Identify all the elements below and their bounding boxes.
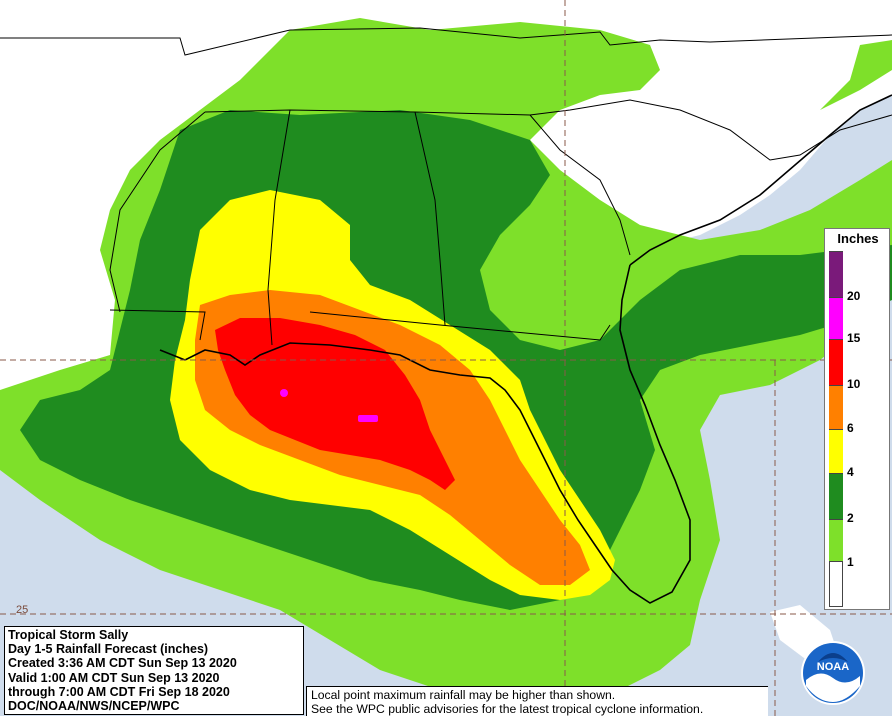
rain-15-inch (280, 389, 378, 422)
disclaimer-note: Local point maximum rainfall may be high… (306, 686, 768, 716)
legend-label-4: 4 (847, 465, 854, 479)
legend-label-15: 15 (847, 331, 861, 345)
rain-10-inch (215, 318, 455, 490)
legend-swatch-1 (829, 561, 843, 607)
latitude-label: 25 (16, 604, 29, 616)
legend-swatch-4 (829, 473, 843, 519)
legend-title: Inches (837, 231, 879, 246)
valid-start: Valid 1:00 AM CDT Sun Sep 13 2020 (8, 670, 220, 685)
created-time: Created 3:36 AM CDT Sun Sep 13 2020 (8, 656, 237, 671)
legend-swatch-20plus (829, 251, 843, 297)
legend-label-10: 10 (847, 377, 861, 391)
legend-label-2: 2 (847, 511, 854, 525)
note-line-1: Local point maximum rainfall may be high… (311, 688, 616, 702)
legend-label-6: 6 (847, 421, 854, 435)
noaa-logo-icon: NOAA (801, 641, 865, 705)
legend-label-1: 1 (847, 555, 854, 569)
valid-end: through 7:00 AM CDT Fri Sep 18 2020 (8, 684, 230, 699)
legend-swatch-15 (829, 339, 843, 385)
forecast-info-box: Tropical Storm Sally Day 1-5 Rainfall Fo… (4, 626, 304, 716)
legend: Inches 20 15 10 6 4 2 1 (824, 228, 890, 610)
storm-name: Tropical Storm Sally (8, 628, 129, 642)
noaa-logo-text: NOAA (817, 661, 849, 673)
agency-credit: DOC/NOAA/NWS/NCEP/WPC (8, 699, 180, 714)
note-line-2: See the WPC public advisories for the la… (311, 702, 704, 716)
boundaries (0, 27, 892, 346)
legend-label-20: 20 (847, 289, 861, 303)
legend-swatch-10 (829, 385, 843, 429)
legend-swatch-20 (829, 297, 843, 339)
legend-swatch-2 (829, 519, 843, 561)
legend-swatch-6 (829, 429, 843, 473)
forecast-title: Day 1-5 Rainfall Forecast (inches) (8, 642, 209, 657)
coastline (159, 94, 892, 604)
